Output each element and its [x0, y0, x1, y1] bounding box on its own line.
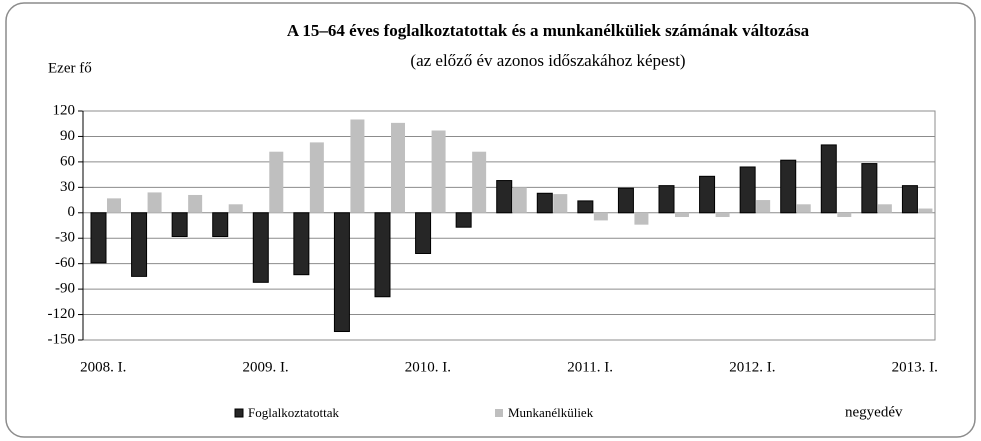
y-tick-label: -60	[55, 255, 75, 271]
bar	[228, 204, 243, 213]
bar	[455, 212, 472, 228]
bar	[212, 212, 229, 238]
bar	[472, 151, 487, 213]
bar	[536, 192, 553, 214]
bar	[861, 163, 878, 214]
y-tick-label: 60	[60, 153, 75, 169]
bar	[496, 180, 513, 214]
bar	[675, 212, 689, 218]
x-tick-label: 2008. I.	[80, 359, 126, 375]
bar	[391, 122, 405, 213]
bar	[739, 166, 756, 214]
y-tick-label: 120	[53, 102, 76, 118]
bar	[617, 187, 634, 214]
bar	[293, 212, 310, 276]
bar	[350, 119, 365, 213]
bar	[147, 192, 162, 213]
bar	[901, 185, 918, 214]
bar	[171, 212, 188, 238]
bar	[374, 212, 391, 298]
legend-swatch	[495, 409, 503, 417]
legend-label: Munkanélküliek	[508, 405, 594, 420]
bar	[593, 212, 608, 221]
bar	[333, 212, 350, 333]
y-tick-label: 0	[68, 204, 76, 220]
bar	[431, 130, 446, 213]
bar	[658, 185, 675, 214]
bar	[756, 200, 771, 213]
bar	[577, 200, 594, 214]
y-tick-label: -150	[48, 331, 76, 347]
bar	[188, 194, 203, 213]
bar	[877, 204, 892, 213]
bar	[90, 212, 107, 264]
bar	[131, 212, 148, 277]
x-tick-label: 2013. I.	[892, 359, 938, 375]
y-axis-label: Ezer fő	[48, 60, 92, 76]
legend-swatch	[234, 408, 244, 418]
bar	[269, 151, 284, 213]
y-tick-label: -30	[55, 230, 75, 246]
bar	[634, 212, 649, 225]
x-axis-label: negyedév	[845, 404, 903, 420]
x-tick-label: 2011. I.	[567, 359, 613, 375]
bar	[780, 159, 797, 214]
bar	[796, 204, 811, 213]
y-tick-label: -120	[48, 306, 76, 322]
x-tick-label: 2009. I.	[242, 359, 288, 375]
bar	[512, 187, 527, 213]
bar	[918, 208, 933, 213]
x-tick-label: 2010. I.	[405, 359, 451, 375]
legend-label: Foglalkoztatottak	[248, 405, 339, 420]
bar	[309, 142, 324, 213]
bar	[715, 212, 730, 218]
y-tick-label: 30	[60, 179, 75, 195]
bar	[107, 198, 121, 213]
bar	[699, 175, 716, 214]
x-tick-label: 2012. I.	[729, 359, 775, 375]
bar	[837, 212, 852, 218]
y-tick-label: 90	[60, 128, 75, 144]
bar	[252, 212, 269, 283]
y-tick-label: -90	[55, 281, 75, 297]
bar	[415, 212, 432, 254]
chart-subtitle: (az előző év azonos időszakához képest)	[410, 51, 685, 70]
bar	[820, 144, 837, 214]
chart-title: A 15–64 éves foglalkoztatottak és a munk…	[287, 21, 810, 40]
bar	[553, 194, 568, 213]
